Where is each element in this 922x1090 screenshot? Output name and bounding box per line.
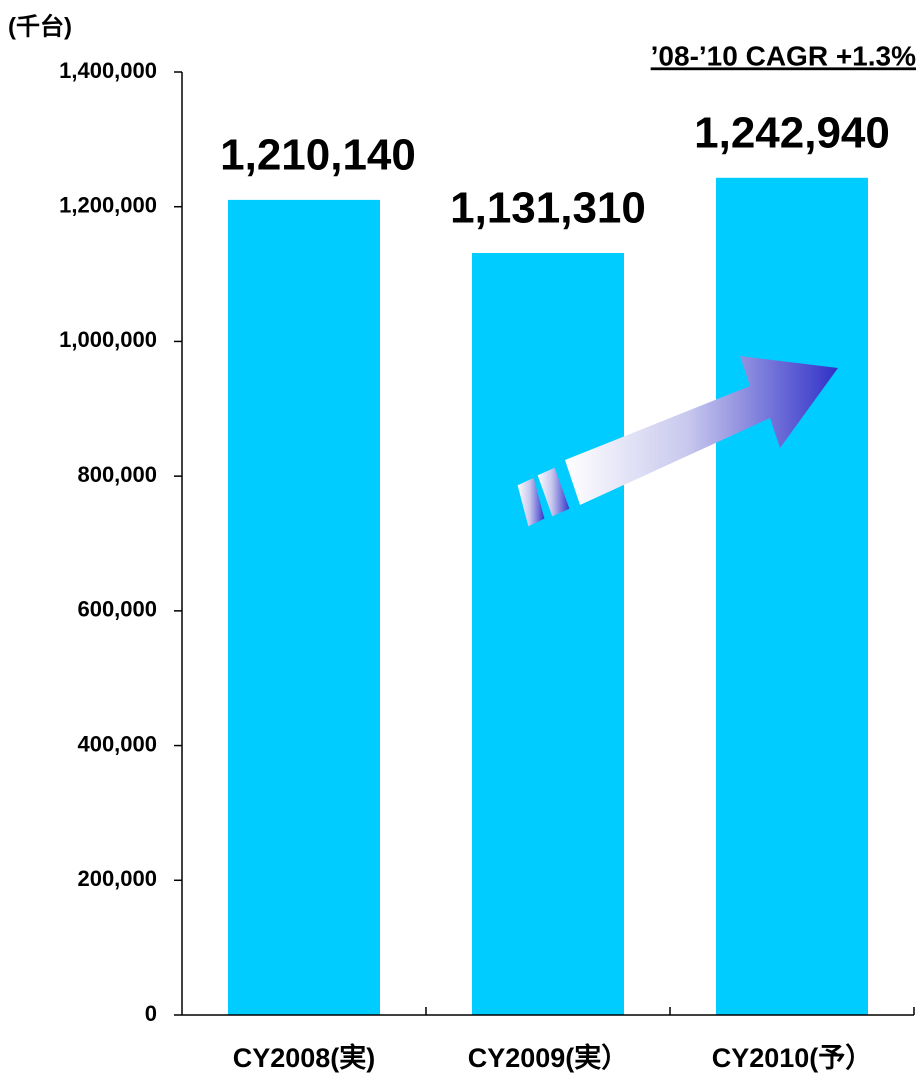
bar xyxy=(228,199,380,1015)
value-label: 1,210,140 xyxy=(220,131,416,180)
y-tick-label: 0 xyxy=(145,1001,157,1026)
bar xyxy=(716,177,868,1015)
x-tick-label: CY2010(予） xyxy=(712,1043,873,1073)
unit-label: (千台) xyxy=(8,12,72,40)
y-tick-label: 800,000 xyxy=(77,462,157,487)
y-tick-label: 200,000 xyxy=(77,866,157,891)
bar xyxy=(472,252,624,1015)
y-tick-label: 1,000,000 xyxy=(59,327,157,352)
trend-arrow xyxy=(516,356,838,528)
value-label: 1,131,310 xyxy=(450,184,646,233)
y-tick-label: 600,000 xyxy=(77,597,157,622)
value-label: 1,242,940 xyxy=(694,108,890,157)
y-tick-label: 1,200,000 xyxy=(59,193,157,218)
x-tick-label: CY2009(実） xyxy=(468,1042,629,1073)
y-tick-label: 400,000 xyxy=(77,731,157,756)
y-tick-label: 1,400,000 xyxy=(59,58,157,83)
annotation: ’08-’10 CAGR +1.3% xyxy=(651,40,916,71)
x-tick-label: CY2008(実) xyxy=(233,1042,376,1073)
